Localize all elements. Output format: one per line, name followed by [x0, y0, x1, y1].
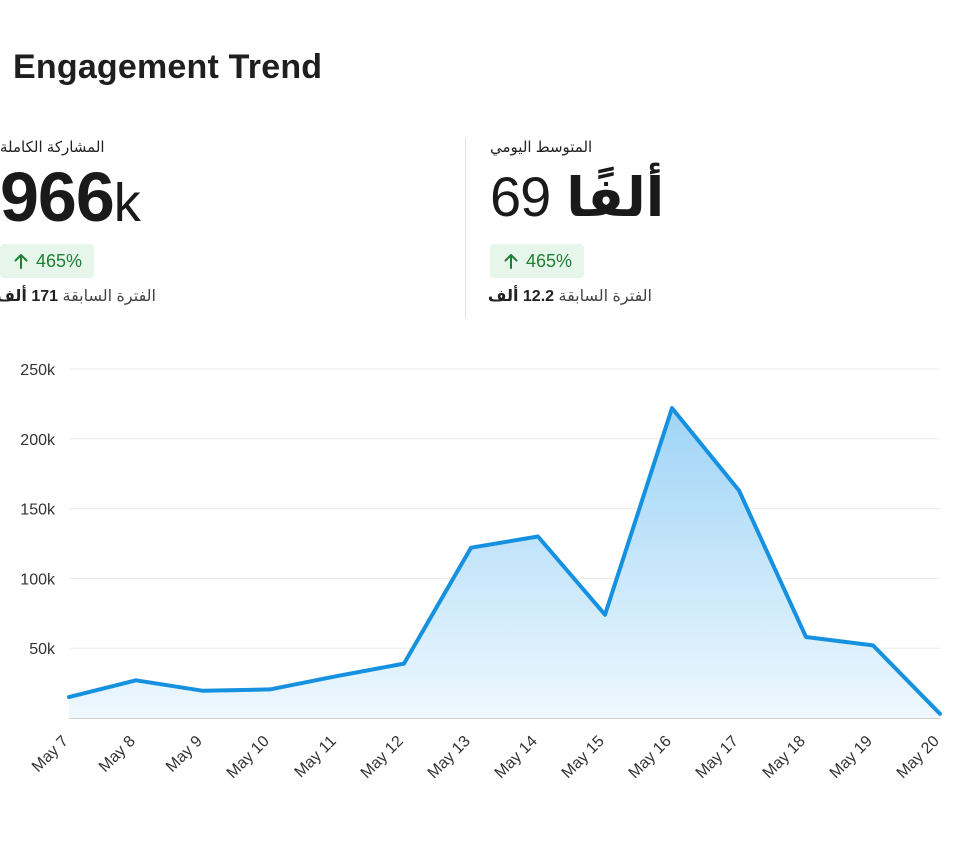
- y-tick-label: 200k: [20, 432, 56, 449]
- data-point: [603, 613, 607, 617]
- change-value: 465%: [36, 250, 83, 271]
- previous-period-value: 171: [31, 288, 59, 305]
- x-tick-label: May 10: [224, 733, 273, 782]
- kpi-value-number: 966: [0, 158, 115, 236]
- kpi-value-unit: ألفًا: [566, 168, 665, 228]
- previous-period-value: 12.2: [522, 288, 555, 305]
- data-point: [804, 635, 808, 639]
- data-point: [67, 695, 71, 699]
- data-point: [938, 712, 942, 716]
- y-tick-label: 250k: [20, 362, 56, 379]
- x-tick-label: May 15: [559, 733, 608, 782]
- arrow-up-icon: [14, 254, 28, 269]
- previous-period-unit: ألف: [0, 288, 27, 305]
- data-point: [670, 406, 674, 410]
- data-point: [201, 689, 205, 693]
- previous-period-label: الفترة السابقة: [558, 288, 653, 305]
- x-tick-label: May 20: [894, 733, 943, 782]
- x-tick-label: May 17: [693, 733, 742, 782]
- data-point: [469, 546, 473, 550]
- previous-period-label: الفترة السابقة: [62, 288, 157, 305]
- kpi-divider: [465, 138, 466, 318]
- x-tick-label: May 11: [292, 733, 340, 781]
- x-tick-label: May 13: [425, 733, 474, 782]
- data-point: [871, 643, 875, 647]
- x-tick-label: May 8: [96, 733, 139, 776]
- kpi-daily-average: المتوسط اليومي 69 ألفًا 465% الفترة السا…: [487, 138, 890, 308]
- x-tick-label: May 16: [626, 733, 675, 782]
- kpi-value-unit: k: [113, 173, 141, 233]
- data-point: [335, 674, 339, 678]
- kpi-value-number: 69: [490, 165, 551, 228]
- arrow-up-icon: [504, 254, 518, 269]
- data-point: [737, 488, 741, 492]
- chart-title: Engagement Trend: [13, 48, 323, 86]
- x-tick-label: May 12: [358, 733, 407, 782]
- x-tick-label: May 19: [827, 733, 876, 782]
- previous-period: الفترة السابقة 12.2 ألف: [487, 286, 653, 308]
- kpi-total-engagement: المشاركة الكاملة 966 k 465% الفترة الساب…: [0, 138, 400, 308]
- x-tick-label: May 14: [492, 733, 541, 782]
- y-tick-label: 50k: [29, 641, 56, 658]
- data-point: [134, 678, 138, 682]
- y-tick-label: 100k: [20, 571, 56, 588]
- series-line: [67, 406, 942, 716]
- engagement-area-chart: 250k 200k 150k 100k 50k May 7 May 8 May 9 May 10…: [20, 362, 943, 782]
- change-badge: 465%: [0, 244, 95, 278]
- previous-period: الفترة السابقة 171 ألف: [0, 286, 156, 308]
- change-badge: 465%: [490, 244, 585, 278]
- kpi-label: المشاركة الكاملة: [0, 139, 105, 156]
- x-tick-label: May 7: [29, 733, 72, 776]
- previous-period-unit: ألف: [487, 288, 519, 305]
- y-tick-label: 150k: [20, 502, 56, 519]
- x-tick-label: May 18: [760, 733, 809, 782]
- change-value: 465%: [526, 250, 573, 271]
- x-tick-label: May 9: [163, 733, 206, 776]
- series-area: [69, 408, 940, 718]
- data-point: [402, 662, 406, 666]
- kpi-value: 69 ألفًا: [490, 162, 890, 232]
- kpi-label: المتوسط اليومي: [490, 139, 593, 156]
- data-point: [536, 535, 540, 539]
- data-point: [268, 687, 272, 691]
- kpi-value: 966 k: [0, 158, 400, 236]
